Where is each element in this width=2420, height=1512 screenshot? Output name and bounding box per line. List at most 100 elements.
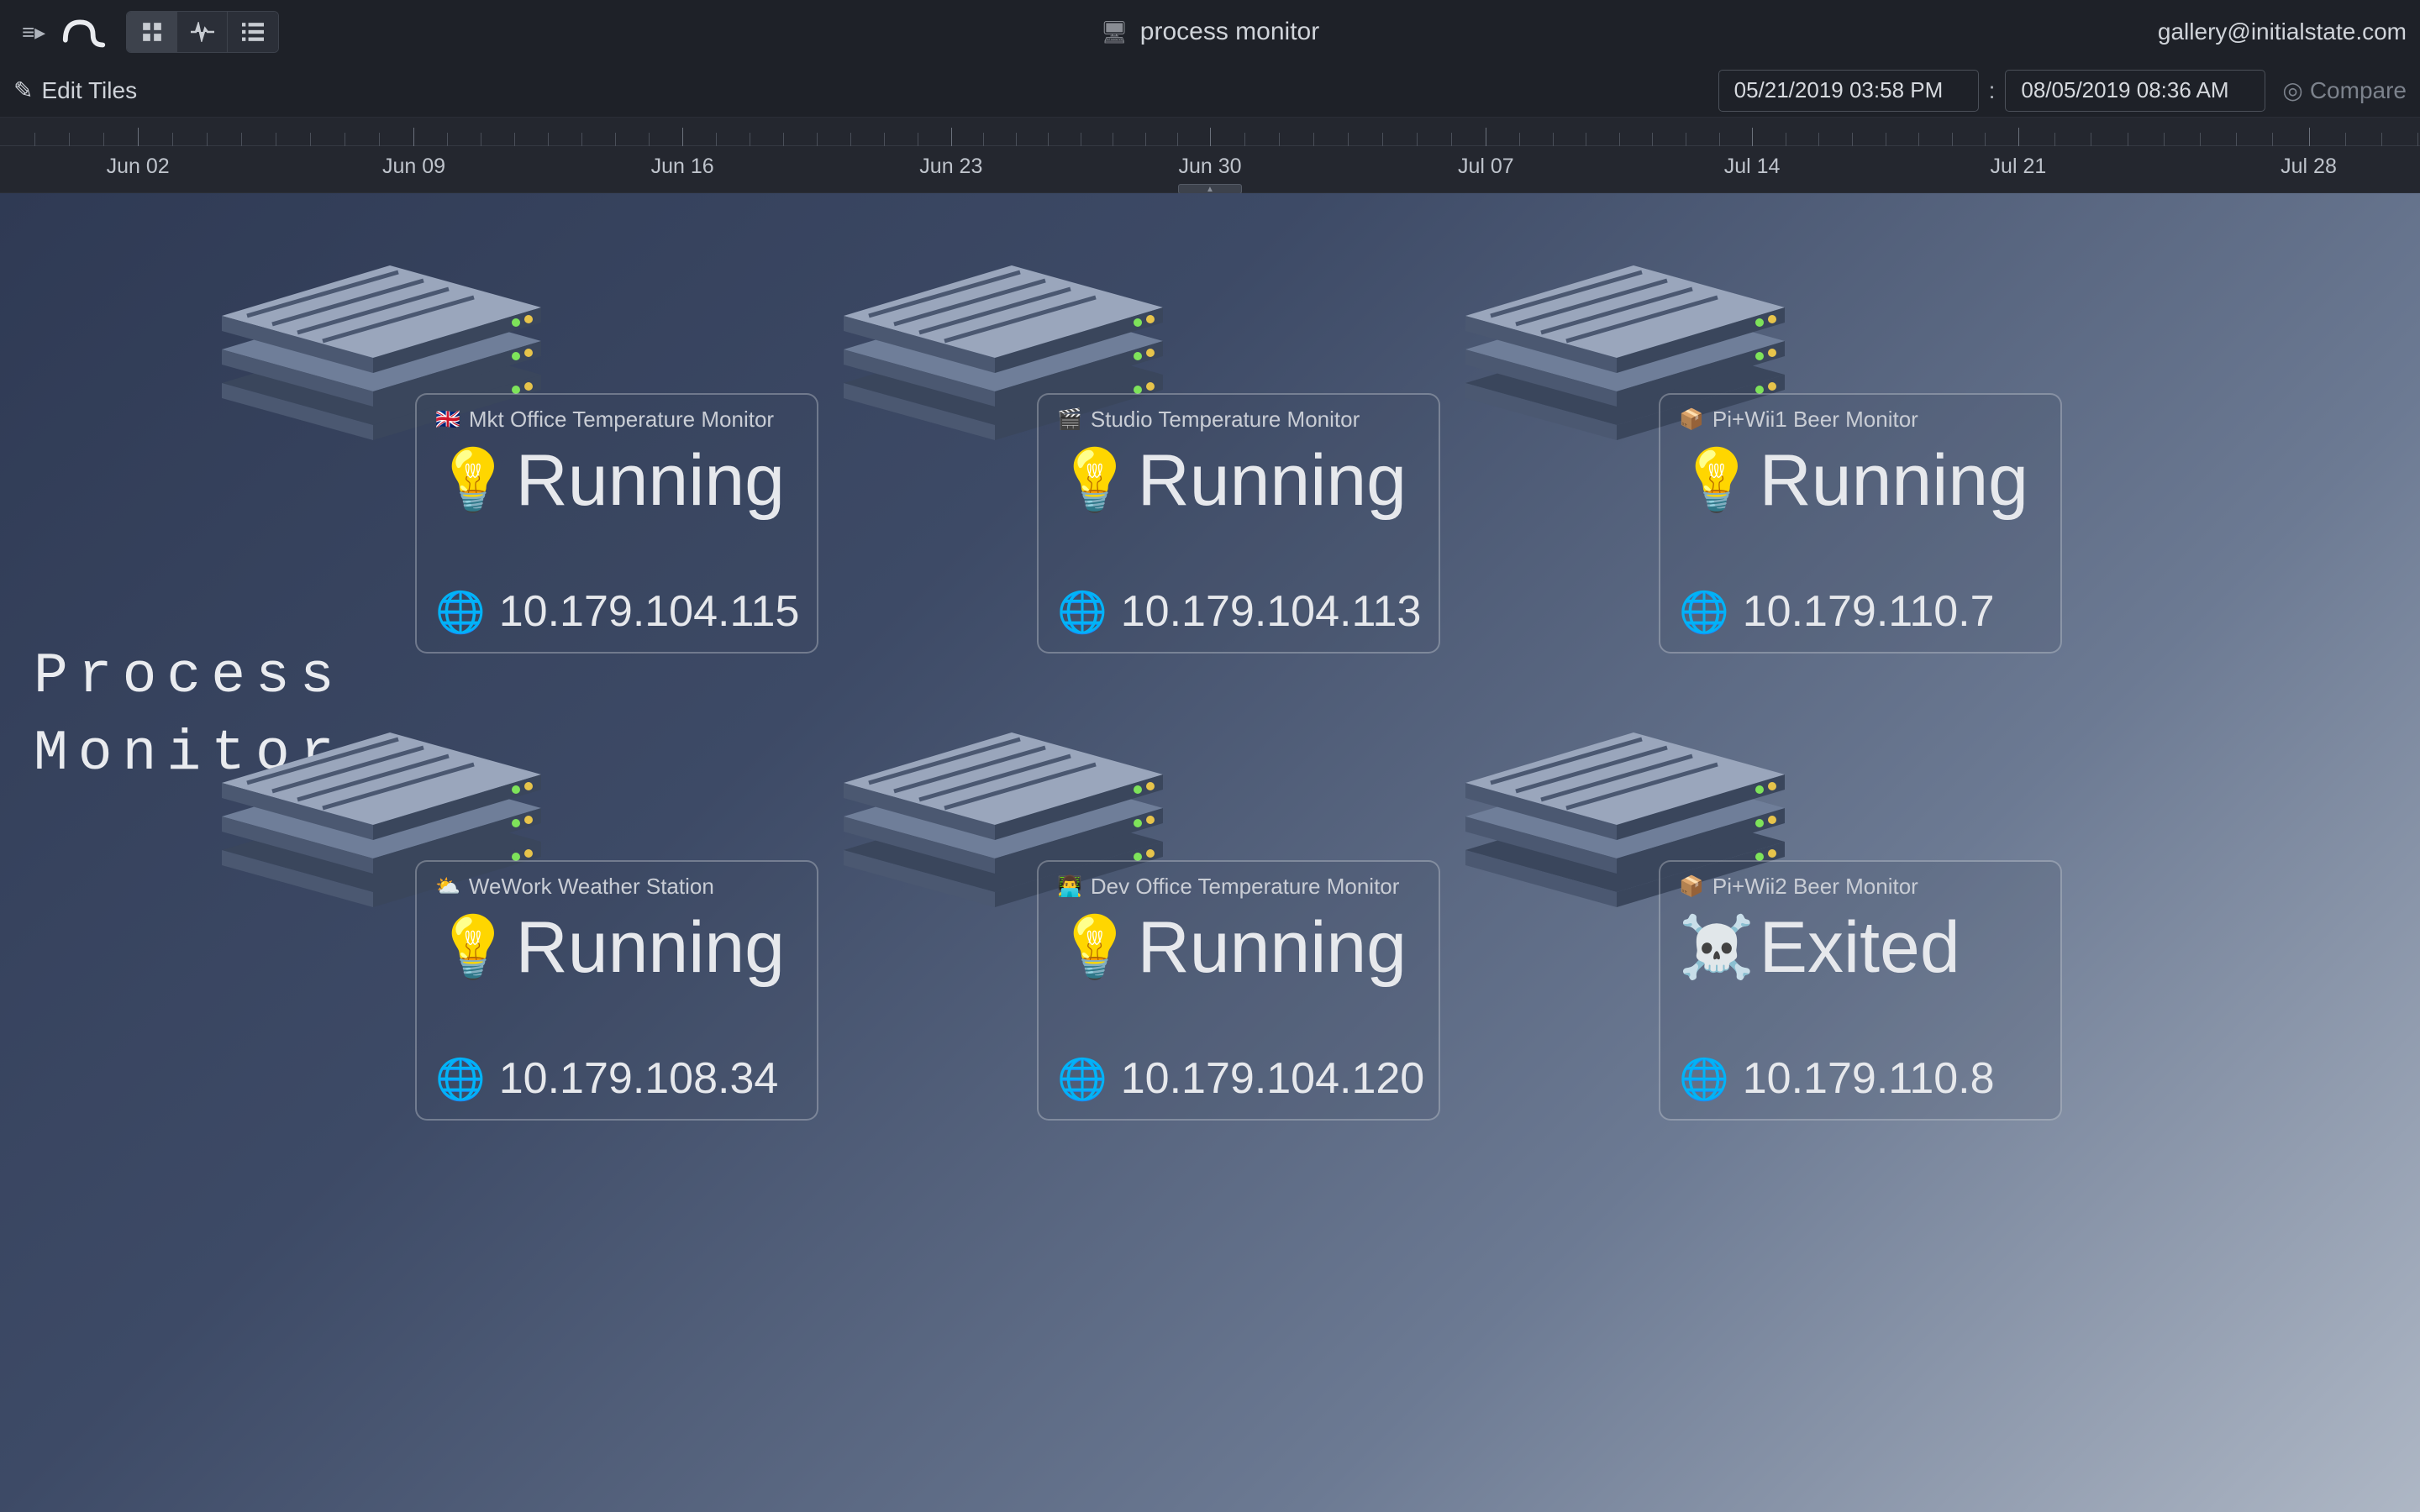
timeline-minor-tick [447,133,448,146]
dashboard-canvas[interactable]: Process Monitor 🇬🇧 Mkt Office Temperatur… [0,193,2420,1512]
compare-label: Compare [2310,77,2407,104]
timeline-minor-tick [1619,133,1620,146]
tile-ip: 🌐 10.179.110.7 [1679,586,2042,637]
timeline-minor-tick [2345,133,2346,146]
timeline-tick-label: Jun 09 [382,155,445,179]
tile-ip: 🌐 10.179.104.120 [1057,1053,1420,1104]
tile-status-text: Running [1138,444,1407,517]
globe-icon: 🌐 [1057,1055,1107,1103]
timeline-minor-tick [884,133,885,146]
tile-emoji-icon: 👨‍💻 [1057,874,1082,899]
tile-status: 💡 Running [435,444,798,517]
status-icon: 💡 [1057,917,1133,978]
tile-status-text: Running [516,911,785,984]
tile-ip-text: 10.179.104.113 [1121,586,1422,637]
user-email[interactable]: gallery@initialstate.com [2158,18,2407,45]
tile-emoji-icon: 📦 [1679,874,1704,899]
timeline-minor-tick [983,133,984,146]
globe-icon: 🌐 [435,1055,486,1103]
timeline-minor-tick [103,133,104,146]
timeline-ticks [0,118,2420,146]
timeline-tick-label: Jun 23 [919,155,982,179]
tile-status-text: Running [1760,444,2028,517]
tile-title-text: Studio Temperature Monitor [1091,407,1360,433]
status-icon: 💡 [435,450,511,511]
tile-title-text: Pi+Wii2 Beer Monitor [1712,874,1918,900]
page-title: 🖥 process monitor [1101,18,1319,46]
timeline-minor-tick [1244,133,1245,146]
timeline-minor-tick [1145,133,1146,146]
tile-title-text: Dev Office Temperature Monitor [1091,874,1400,900]
tile-status: 💡 Running [1679,444,2042,517]
timeline-minor-tick [2381,133,2382,146]
timeline-major-tick [1752,128,1753,146]
timeline-minor-tick [379,133,380,146]
edit-tiles-button[interactable]: ✎ Edit Tiles [13,76,137,104]
tile-emoji-icon: ⛅ [435,874,460,899]
timeline-minor-tick [1279,133,1280,146]
tile-ip-text: 10.179.104.115 [499,586,800,637]
edit-tiles-label: Edit Tiles [41,77,137,104]
date-start-input[interactable]: 05/21/2019 03:58 PM [1718,70,1979,112]
status-icon: ☠️ [1679,917,1754,978]
tiles-view-button[interactable] [127,12,177,52]
timeline-minor-tick [1852,133,1853,146]
waves-view-button[interactable] [177,12,228,52]
tile-title: 👨‍💻 Dev Office Temperature Monitor [1057,874,1420,900]
tile-ip: 🌐 10.179.108.34 [435,1053,798,1104]
process-tile-wework[interactable]: ⛅ WeWork Weather Station 💡 Running 🌐 10.… [415,860,818,1121]
timeline-minor-tick [716,133,717,146]
date-end-input[interactable]: 08/05/2019 08:36 AM [2005,70,2265,112]
brand-logo[interactable] [60,14,109,50]
top-bar: ≡▸ 🖥 process monitor gallery@initialstat… [0,0,2420,64]
menu-toggle-icon[interactable]: ≡▸ [13,14,54,50]
process-tile-dev-office[interactable]: 👨‍💻 Dev Office Temperature Monitor 💡 Run… [1037,860,1440,1121]
timeline-minor-tick [1016,133,1017,146]
date-range-controls: 05/21/2019 03:58 PM : 08/05/2019 08:36 A… [1718,70,2407,112]
list-view-button[interactable] [228,12,278,52]
process-tile-pi-wii2[interactable]: 📦 Pi+Wii2 Beer Monitor ☠️ Exited 🌐 10.17… [1659,860,2062,1121]
globe-icon: 🌐 [435,588,486,636]
timeline-minor-tick [1918,133,1919,146]
monitor-icon: 🖥 [1101,19,1128,45]
tile-emoji-icon: 📦 [1679,407,1704,432]
tile-status-text: Running [1138,911,1407,984]
timeline-minor-tick [34,133,35,146]
timeline-major-tick [1210,128,1211,146]
pencil-icon: ✎ [13,76,33,104]
timeline-minor-tick [1348,133,1349,146]
timeline-major-tick [2309,128,2310,146]
timeline-minor-tick [1952,133,1953,146]
tile-status-text: Exited [1760,911,1960,984]
tile-title: 📦 Pi+Wii1 Beer Monitor [1679,407,2042,433]
timeline-tick-label: Jul 28 [2281,155,2337,179]
timeline-minor-tick [1652,133,1653,146]
timeline-major-tick [138,128,139,146]
timeline-minor-tick [2236,133,2237,146]
timeline-minor-tick [1451,133,1452,146]
timeline-tick-label: Jun 02 [107,155,170,179]
timeline-minor-tick [1048,133,1049,146]
tile-emoji-icon: 🇬🇧 [435,407,460,432]
tile-ip-text: 10.179.110.8 [1743,1053,1995,1104]
globe-icon: 🌐 [1679,588,1729,636]
compare-button[interactable]: ◎ Compare [2275,76,2407,104]
toolbar: ✎ Edit Tiles 05/21/2019 03:58 PM : 08/05… [0,64,2420,118]
process-tile-studio[interactable]: 🎬 Studio Temperature Monitor 💡 Running 🌐… [1037,393,1440,654]
timeline[interactable]: Jun 02Jun 09Jun 16Jun 23Jun 30Jul 07Jul … [0,118,2420,193]
tile-title: 📦 Pi+Wii2 Beer Monitor [1679,874,2042,900]
process-tile-mkt-office[interactable]: 🇬🇧 Mkt Office Temperature Monitor 💡 Runn… [415,393,818,654]
timeline-major-tick [951,128,952,146]
timeline-major-tick [2018,128,2019,146]
timeline-minor-tick [1818,133,1819,146]
tile-ip-text: 10.179.104.120 [1121,1053,1424,1104]
timeline-minor-tick [2164,133,2165,146]
date-range-separator: : [1989,77,1996,104]
process-tile-pi-wii1[interactable]: 📦 Pi+Wii1 Beer Monitor 💡 Running 🌐 10.17… [1659,393,2062,654]
tile-status: 💡 Running [1057,911,1420,984]
timeline-minor-tick [172,133,173,146]
timeline-minor-tick [241,133,242,146]
timeline-minor-tick [615,133,616,146]
tile-status: 💡 Running [435,911,798,984]
status-icon: 💡 [1679,450,1754,511]
